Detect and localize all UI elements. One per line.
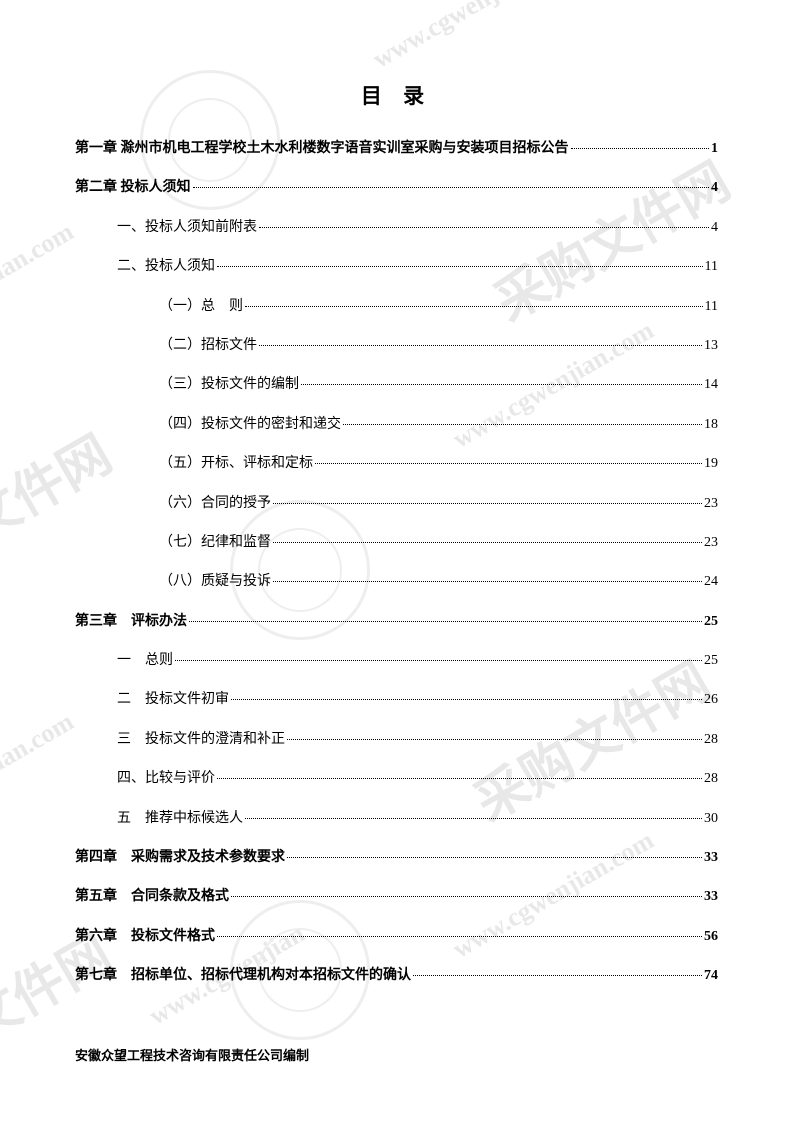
toc-title: 目 录 xyxy=(75,80,718,110)
toc-dots xyxy=(217,936,702,937)
toc-dots xyxy=(315,463,702,464)
toc-container: 第一章 滁州市机电工程学校土木水利楼数字语音实训室采购与安装项目招标公告 1 第二章… xyxy=(75,138,718,988)
toc-entry-label: （二）招标文件 xyxy=(159,335,257,357)
toc-dots xyxy=(287,857,702,858)
toc-entry-page: 33 xyxy=(704,847,718,869)
toc-entry: 第二章 投标人须知 4 xyxy=(75,177,718,199)
toc-entry-label: 第七章 招标单位、招标代理机构对本招标文件的确认 xyxy=(75,965,411,987)
toc-dots xyxy=(217,778,702,779)
toc-entry-page: 28 xyxy=(704,729,718,751)
toc-entry: 第七章 招标单位、招标代理机构对本招标文件的确认 74 xyxy=(75,965,718,987)
toc-dots xyxy=(287,739,702,740)
toc-entry-label: （六）合同的授予 xyxy=(159,493,271,515)
toc-entry-label: （四）投标文件的密封和递交 xyxy=(159,414,341,436)
toc-entry-label: 第二章 投标人须知 xyxy=(75,177,191,199)
toc-entry-label: 二、投标人须知 xyxy=(117,256,215,278)
toc-entry: （一）总 则 11 xyxy=(75,296,718,318)
toc-entry-page: 25 xyxy=(704,611,718,633)
toc-entry: 一 总则 25 xyxy=(75,650,718,672)
toc-dots xyxy=(273,542,702,543)
toc-entry: （二）招标文件 13 xyxy=(75,335,718,357)
toc-entry-label: 二 投标文件初审 xyxy=(117,689,229,711)
toc-entry-page: 18 xyxy=(704,414,718,436)
toc-entry: 二 投标文件初审 26 xyxy=(75,689,718,711)
toc-entry-page: 11 xyxy=(705,296,718,318)
toc-entry: （四）投标文件的密封和递交 18 xyxy=(75,414,718,436)
toc-entry: 第一章 滁州市机电工程学校土木水利楼数字语音实训室采购与安装项目招标公告 1 xyxy=(75,138,718,160)
toc-entry-label: 三 投标文件的澄清和补正 xyxy=(117,729,285,751)
toc-entry-page: 13 xyxy=(704,335,718,357)
toc-entry-page: 19 xyxy=(704,453,718,475)
toc-dots xyxy=(273,503,702,504)
toc-entry-page: 25 xyxy=(704,650,718,672)
toc-entry-label: 第一章 滁州市机电工程学校土木水利楼数字语音实训室采购与安装项目招标公告 xyxy=(75,138,569,160)
toc-entry-page: 30 xyxy=(704,808,718,830)
toc-entry: 第五章 合同条款及格式 33 xyxy=(75,886,718,908)
toc-entry-label: （八）质疑与投诉 xyxy=(159,571,271,593)
toc-entry-page: 74 xyxy=(704,965,718,987)
toc-entry-label: 第六章 投标文件格式 xyxy=(75,926,215,948)
toc-entry-label: 一 总则 xyxy=(117,650,173,672)
toc-dots xyxy=(343,424,702,425)
toc-entry: 四、比较与评价 28 xyxy=(75,768,718,790)
toc-entry-label: （一）总 则 xyxy=(159,296,243,318)
toc-entry-page: 14 xyxy=(704,374,718,396)
toc-entry-page: 1 xyxy=(711,138,718,160)
toc-entry: （三）投标文件的编制 14 xyxy=(75,374,718,396)
toc-entry: （七）纪律和监督 23 xyxy=(75,532,718,554)
toc-entry-label: （五）开标、评标和定标 xyxy=(159,453,313,475)
toc-entry-page: 24 xyxy=(704,571,718,593)
toc-entry: 第六章 投标文件格式 56 xyxy=(75,926,718,948)
toc-dots xyxy=(231,896,702,897)
toc-entry-page: 28 xyxy=(704,768,718,790)
toc-dots xyxy=(571,148,710,149)
toc-entry: 第三章 评标办法 25 xyxy=(75,611,718,633)
toc-dots xyxy=(245,818,702,819)
toc-dots xyxy=(193,187,710,188)
toc-entry-page: 11 xyxy=(705,256,718,278)
toc-entry: 二、投标人须知 11 xyxy=(75,256,718,278)
toc-entry-page: 23 xyxy=(704,532,718,554)
toc-entry-label: （三）投标文件的编制 xyxy=(159,374,299,396)
toc-entry-label: 第五章 合同条款及格式 xyxy=(75,886,229,908)
toc-entry: （五）开标、评标和定标 19 xyxy=(75,453,718,475)
toc-entry: 三 投标文件的澄清和补正 28 xyxy=(75,729,718,751)
toc-entry: 五 推荐中标候选人 30 xyxy=(75,808,718,830)
toc-dots xyxy=(259,227,709,228)
toc-entry-label: 第四章 采购需求及技术参数要求 xyxy=(75,847,285,869)
toc-entry-page: 23 xyxy=(704,493,718,515)
toc-entry-label: 一、投标人须知前附表 xyxy=(117,217,257,239)
toc-dots xyxy=(259,345,702,346)
toc-entry-page: 33 xyxy=(704,886,718,908)
page-content: 目 录 第一章 滁州市机电工程学校土木水利楼数字语音实训室采购与安装项目招标公告… xyxy=(0,0,793,1045)
toc-dots xyxy=(301,384,702,385)
toc-entry-page: 26 xyxy=(704,689,718,711)
toc-entry-page: 4 xyxy=(711,177,718,199)
toc-entry: 一、投标人须知前附表 4 xyxy=(75,217,718,239)
toc-dots xyxy=(217,266,703,267)
toc-entry: 第四章 采购需求及技术参数要求 33 xyxy=(75,847,718,869)
toc-dots xyxy=(175,660,702,661)
toc-entry: （八）质疑与投诉 24 xyxy=(75,571,718,593)
toc-dots xyxy=(273,581,702,582)
toc-entry-label: 四、比较与评价 xyxy=(117,768,215,790)
toc-dots xyxy=(245,306,703,307)
toc-dots xyxy=(231,699,702,700)
toc-entry: （六）合同的授予 23 xyxy=(75,493,718,515)
toc-entry-label: 五 推荐中标候选人 xyxy=(117,808,243,830)
toc-entry-label: （七）纪律和监督 xyxy=(159,532,271,554)
toc-entry-page: 56 xyxy=(704,926,718,948)
footer-text: 安徽众望工程技术咨询有限责任公司编制 xyxy=(75,1045,309,1064)
toc-entry-page: 4 xyxy=(711,217,718,239)
toc-entry-label: 第三章 评标办法 xyxy=(75,611,187,633)
toc-dots xyxy=(189,621,702,622)
toc-dots xyxy=(413,975,702,976)
